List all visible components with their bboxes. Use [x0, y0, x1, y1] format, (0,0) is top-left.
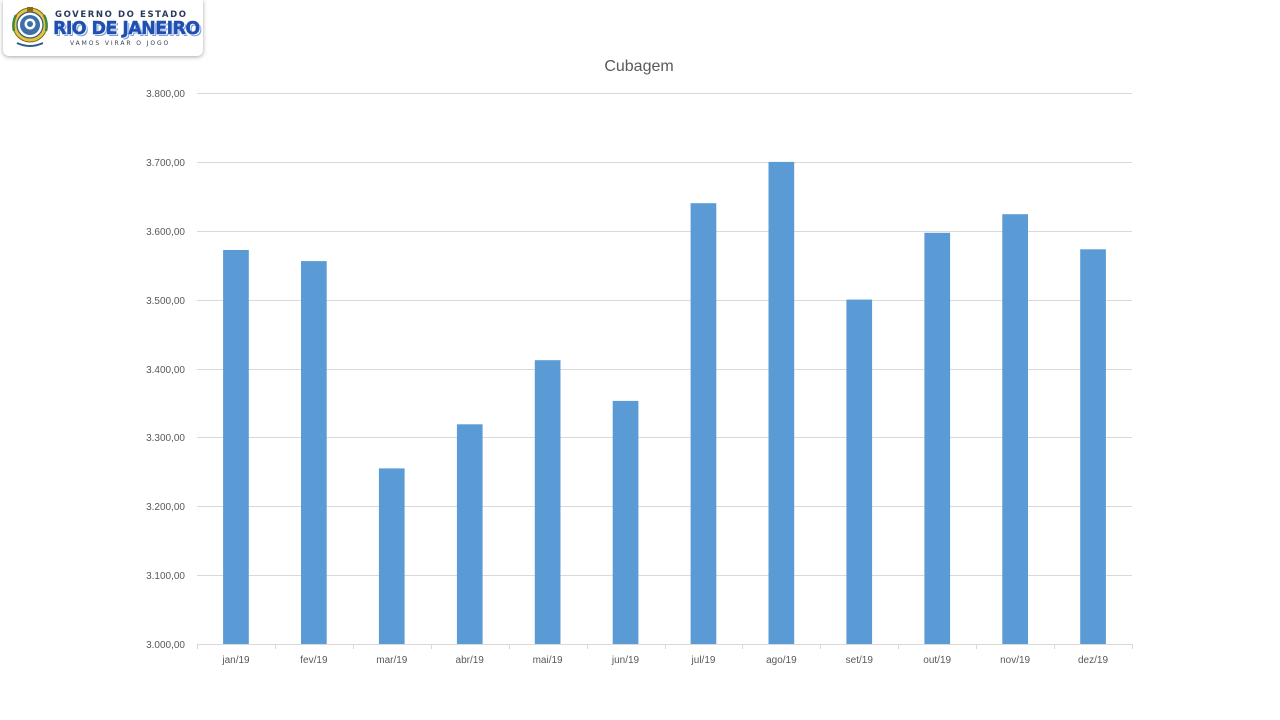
y-tick-label: 3.600,00: [146, 227, 185, 238]
x-tick-label: mar/19: [376, 655, 408, 666]
x-tick-label: jun/19: [611, 655, 640, 666]
bar-out-19: [924, 232, 951, 645]
logo-line-government: GOVERNO DO ESTADO: [55, 10, 188, 20]
logo-line-slogan: VAMOS VIRAR O JOGO: [70, 40, 171, 47]
bar-jul-19: [690, 203, 717, 644]
x-tick-label: nov/19: [1000, 655, 1030, 666]
y-tick-label: 3.300,00: [146, 433, 185, 444]
y-tick-label: 3.200,00: [146, 502, 185, 513]
x-tick-label: set/19: [846, 655, 874, 666]
bar-jan-19: [223, 250, 249, 644]
x-tick-label: jan/19: [221, 655, 250, 666]
x-tick-label: mai/19: [533, 655, 563, 666]
y-tick-label: 3.100,00: [146, 571, 185, 582]
x-tick-label: out/19: [923, 655, 951, 666]
y-tick-label: 3.000,00: [146, 640, 185, 651]
x-tick-label: fev/19: [300, 655, 328, 666]
bar-dez-19: [1080, 249, 1106, 645]
state-government-logo: GOVERNO DO ESTADO RIO DE JANEIRO VAMOS V…: [3, 0, 203, 56]
bar-ago-19: [768, 161, 795, 644]
bar-fev-19: [301, 261, 327, 644]
bar-set-19: [846, 299, 873, 644]
logo-line-state-name: RIO DE JANEIRO: [53, 19, 201, 39]
bar-mai-19: [534, 360, 561, 644]
bar-jun-19: [612, 400, 639, 644]
y-tick-label: 3.800,00: [146, 89, 185, 100]
chart-title: Cubagem: [604, 58, 674, 75]
y-tick-label: 3.400,00: [146, 365, 185, 376]
x-tick-label: dez/19: [1078, 655, 1108, 666]
rio-coat-of-arms-icon: [12, 7, 48, 47]
x-tick-label: abr/19: [456, 655, 485, 666]
bar-mar-19: [378, 468, 405, 644]
bar-abr-19: [456, 424, 483, 644]
y-tick-label: 3.500,00: [146, 296, 185, 307]
x-tick-label: ago/19: [766, 655, 797, 666]
x-tick-label: jul/19: [691, 655, 716, 666]
y-tick-label: 3.700,00: [146, 158, 185, 169]
bar-nov-19: [1002, 214, 1028, 644]
